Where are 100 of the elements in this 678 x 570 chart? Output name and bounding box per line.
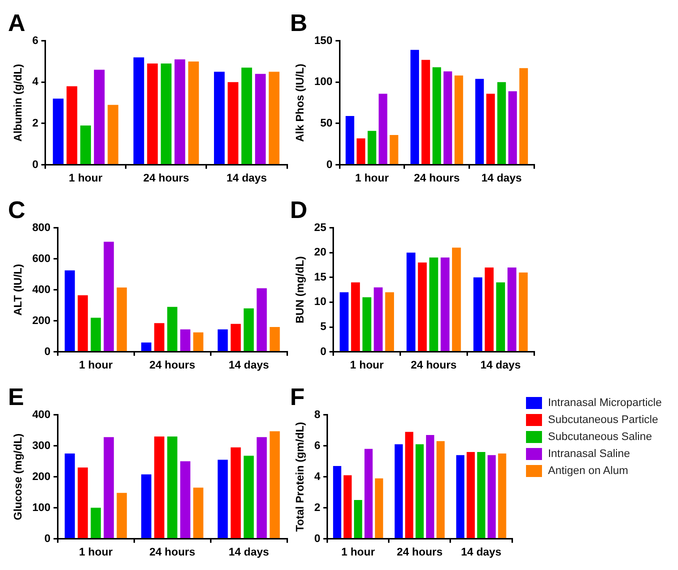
chart-title: C <box>8 197 26 224</box>
bar <box>133 57 144 164</box>
bar <box>454 76 464 164</box>
bar <box>484 267 494 352</box>
bar <box>410 50 420 164</box>
bar <box>497 82 506 164</box>
x-tick-label: 1 hour <box>355 172 390 184</box>
y-tick-label: 4 <box>32 76 40 88</box>
y-tick-label: 6 <box>32 34 38 47</box>
bar <box>214 72 225 164</box>
bar <box>78 295 88 352</box>
bar <box>66 86 78 164</box>
bar <box>256 288 267 352</box>
bar <box>432 67 442 164</box>
bar <box>374 287 383 352</box>
legend-label: Subcutaneous Particle <box>548 414 658 426</box>
x-tick-label: 14 days <box>226 172 267 184</box>
bar <box>218 460 228 538</box>
x-tick-label: 1 hour <box>78 546 114 558</box>
bar <box>154 323 164 352</box>
bar <box>486 94 495 164</box>
y-tick-label: 5 <box>320 321 326 334</box>
x-tick-label: 14 days <box>228 546 269 558</box>
x-tick-label: 14 days <box>480 359 521 372</box>
bar <box>154 436 164 538</box>
x-tick-label: 1 hour <box>341 546 376 558</box>
y-tick-label: 15 <box>314 271 326 284</box>
bar <box>255 74 266 164</box>
bar <box>351 282 360 352</box>
x-tick-label: 24 hours <box>396 546 443 558</box>
legend-label: Antigen on Alum <box>548 464 628 476</box>
bar <box>147 64 158 164</box>
bar <box>228 82 238 164</box>
y-tick-label: 0 <box>320 346 326 358</box>
y-axis-title: Albumin (g/dL) <box>12 64 25 142</box>
bar <box>466 452 475 538</box>
y-tick-label: 0 <box>32 158 38 171</box>
bar <box>256 437 267 538</box>
y-tick-label: 0 <box>44 532 51 545</box>
bar <box>488 455 496 538</box>
bar <box>230 447 241 538</box>
x-tick-label: 14 days <box>481 172 522 184</box>
bar <box>193 332 204 352</box>
bar <box>90 318 101 352</box>
bar <box>508 267 516 352</box>
bar <box>180 461 190 538</box>
bar <box>116 287 127 352</box>
bar <box>405 432 414 538</box>
bar <box>78 468 88 538</box>
bar <box>394 444 403 538</box>
bar <box>90 508 101 538</box>
y-axis-title: ALT (IU/L) <box>12 264 25 316</box>
bar <box>496 282 506 352</box>
bar <box>418 262 427 352</box>
y-tick-label: 25 <box>314 222 326 234</box>
bar <box>104 242 114 352</box>
y-tick-label: 600 <box>32 252 51 265</box>
bar <box>270 431 280 538</box>
x-tick-label: 1 hour <box>78 359 114 372</box>
y-tick-label: 6 <box>314 440 320 452</box>
bar <box>429 258 438 352</box>
chart-title: B <box>290 10 308 38</box>
bar <box>344 475 352 538</box>
bar <box>193 488 204 538</box>
bar <box>174 59 186 164</box>
bar <box>180 329 190 352</box>
bar <box>230 324 241 352</box>
x-tick-label: 24 hours <box>149 359 196 372</box>
y-tick-label: 150 <box>314 34 333 47</box>
legend-label: Intranasal Microparticle <box>548 396 662 408</box>
y-tick-label: 50 <box>320 118 333 130</box>
bar <box>244 308 254 352</box>
bar <box>94 70 105 164</box>
bar <box>475 78 484 164</box>
y-tick-label: 20 <box>314 246 326 259</box>
bar <box>188 61 199 164</box>
y-tick-label: 2 <box>32 118 38 130</box>
y-axis-title: Total Protein (gm/dL) <box>294 422 307 532</box>
y-tick-label: 0 <box>44 346 51 358</box>
x-tick-label: 14 days <box>228 359 269 372</box>
y-tick-label: 100 <box>314 76 333 88</box>
bar <box>80 126 91 164</box>
y-tick-label: 200 <box>32 314 51 327</box>
chart-title: D <box>290 197 308 224</box>
bar <box>244 456 254 538</box>
y-tick-label: 8 <box>314 408 320 421</box>
y-tick-label: 0 <box>326 158 333 171</box>
bar <box>364 448 373 538</box>
bar <box>385 292 394 352</box>
bar <box>346 116 354 164</box>
y-axis-title: Glucose (mg/dL) <box>12 433 25 520</box>
bar <box>116 492 127 538</box>
y-axis-title: Alk Phos (IU/L) <box>294 63 307 142</box>
bar <box>374 478 384 538</box>
bar <box>518 272 528 352</box>
bar <box>218 329 228 352</box>
bar <box>368 130 376 164</box>
x-tick-label: 24 hours <box>143 172 190 184</box>
bar <box>241 68 252 164</box>
bar <box>268 72 280 164</box>
